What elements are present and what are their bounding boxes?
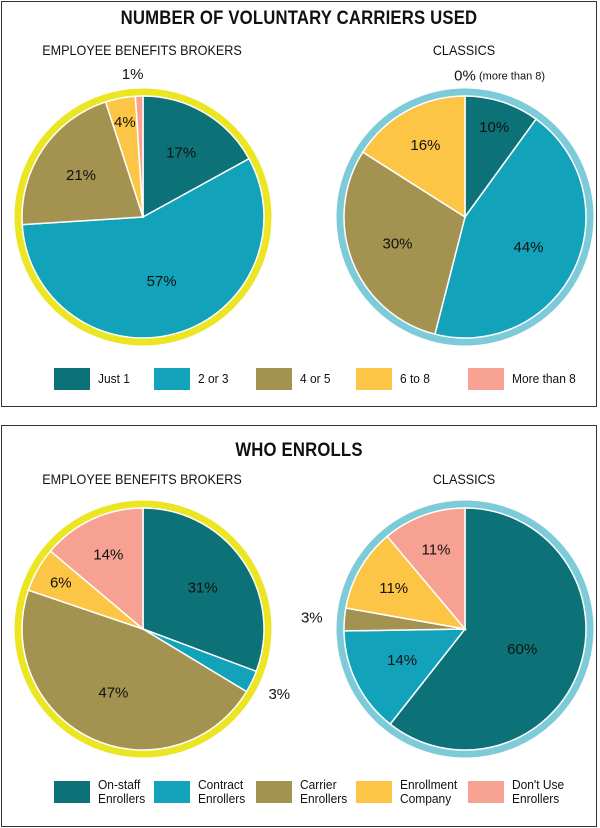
pie-slice-enrollment-company (344, 535, 467, 631)
pie-label-contract-enrollers: 14% (387, 652, 417, 669)
pie-slice-don-t-use-enrollers (386, 507, 466, 632)
legend-label-2or3: 2 or 3 (198, 371, 229, 386)
pie-slice-4-or-5 (343, 151, 466, 336)
legend-swatch-6to8 (356, 368, 392, 390)
brokers-carriers-pie: 17% 57% 21% 4% 1% (14, 66, 272, 346)
pie-label-on-staff-enrollers: 31% (188, 580, 218, 597)
pie-label-enrollment-company: 11% (379, 580, 408, 597)
classics-enrolls-title: CLASSICS (432, 471, 496, 487)
legend-item-dont-use: Don't Use Enrollers (468, 778, 582, 806)
legend-item-2or3: 2 or 3 (154, 368, 231, 390)
legend-swatch-on-staff (54, 781, 90, 803)
carriers-panel: NUMBER OF VOLUNTARY CARRIERS USED EMPLOY… (1, 1, 597, 407)
legend-item-just1: Just 1 (54, 368, 133, 390)
legend-swatch-dont-use (468, 781, 504, 803)
legend-swatch-more-than-8 (468, 368, 504, 390)
legend-label-just1: Just 1 (98, 371, 130, 386)
enrolls-panel-title: WHO ENROLLS (235, 440, 363, 461)
pie-slice-on-staff-enrollers (389, 507, 587, 751)
pie-outer-ring (14, 500, 272, 758)
pie-label-carrier-enrollers: 3% (301, 609, 323, 626)
legend-item-more-than-8: More than 8 (468, 368, 581, 390)
pie-label-don-t-use-enrollers: 14% (93, 546, 123, 563)
legend-label-on-staff: On-staff Enrollers (98, 777, 146, 806)
legend-item-6to8: 6 to 8 (356, 368, 433, 390)
pie-label-6-to-8: 16% (410, 137, 440, 154)
pie-slice-2-or-3 (21, 157, 265, 339)
pie-slice-more-than-8 (134, 95, 144, 218)
brokers-carriers-title: EMPLOYEE BENEFITS BROKERS (42, 42, 242, 58)
pie-slice-just-1 (464, 95, 538, 220)
pie-slice-contract-enrollers (343, 628, 467, 726)
legend-swatch-just1 (54, 368, 90, 390)
legend-swatch-enrollment-company (356, 781, 392, 803)
legend-swatch-contract (154, 781, 190, 803)
legend-item-4or5: 4 or 5 (256, 368, 333, 390)
legend-label-6to8: 6 to 8 (400, 371, 430, 386)
legend-label-enrollment-company: Enrollment Company (400, 777, 458, 806)
pie-slice-4-or-5 (21, 100, 145, 226)
classics-carriers-pie: 10% 44% 30% 16% 0% (more than 8) (336, 68, 594, 346)
pie-outer-ring (336, 500, 594, 758)
enrolls-legend: On-staff Enrollers Contract Enrollers Carr… (2, 778, 596, 814)
legend-label-more-than-8: More than 8 (512, 371, 576, 386)
pie-outer-ring (336, 88, 594, 346)
enrolls-panel: WHO ENROLLS EMPLOYEE BENEFITS BROKERS CL… (1, 425, 597, 827)
classics-carriers-title: CLASSICS (432, 42, 496, 58)
pie-label-4-or-5: 21% (66, 167, 96, 184)
pie-slice-2-or-3 (433, 118, 587, 339)
brokers-enrolls-title: EMPLOYEE BENEFITS BROKERS (42, 471, 242, 487)
pie-outer-ring (14, 88, 272, 346)
pie-label-2-or-3: 57% (147, 273, 177, 290)
carriers-legend: Just 1 2 or 3 4 or 5 6 to 8 More than 8 (2, 368, 596, 404)
pie-label-more-than-8: 0% (454, 68, 476, 85)
pie-label-don-t-use-enrollers: 11% (422, 541, 451, 558)
legend-item-enrollment-company: Enrollment Company (356, 778, 470, 806)
classics-enrolls-pie: 60% 14% 3% 11% 11% (301, 500, 594, 758)
pie-label-just-1: 17% (166, 144, 196, 161)
pie-slice-on-staff-enrollers (142, 507, 265, 673)
legend-label-dont-use: Don't Use Enrollers (512, 777, 565, 806)
carriers-panel-title: NUMBER OF VOLUNTARY CARRIERS USED (120, 8, 478, 29)
pie-slice-carrier-enrollers (21, 589, 248, 751)
legend-swatch-4or5 (256, 368, 292, 390)
pie-annotation: (more than 8) (479, 71, 545, 83)
pie-slice-don-t-use-enrollers (49, 507, 144, 631)
legend-label-contract: Contract Enrollers (198, 777, 246, 806)
legend-item-on-staff: On-staff Enrollers (54, 778, 168, 806)
pie-label-2-or-3: 44% (513, 239, 543, 256)
pie-label-4-or-5: 30% (382, 236, 412, 253)
legend-swatch-carrier (256, 781, 292, 803)
legend-label-4or5: 4 or 5 (300, 371, 331, 386)
legend-item-carrier: Carrier Enrollers (256, 778, 370, 806)
pie-label-carrier-enrollers: 47% (98, 685, 128, 702)
pie-label-contract-enrollers: 3% (268, 686, 290, 703)
pie-slice-just-1 (142, 95, 251, 219)
pie-label-6-to-8: 4% (114, 114, 136, 131)
pie-label-enrollment-company: 6% (50, 575, 72, 592)
pie-slice-6-to-8 (361, 95, 466, 219)
legend-item-contract: Contract Enrollers (154, 778, 268, 806)
pie-label-more-than-8: 1% (122, 66, 144, 83)
pie-label-on-staff-enrollers: 60% (507, 641, 537, 658)
legend-swatch-2or3 (154, 368, 190, 390)
brokers-enrolls-pie: 31% 3% 47% 6% 14% (14, 500, 290, 758)
legend-label-carrier: Carrier Enrollers (300, 777, 348, 806)
pie-label-just-1: 10% (479, 119, 509, 136)
